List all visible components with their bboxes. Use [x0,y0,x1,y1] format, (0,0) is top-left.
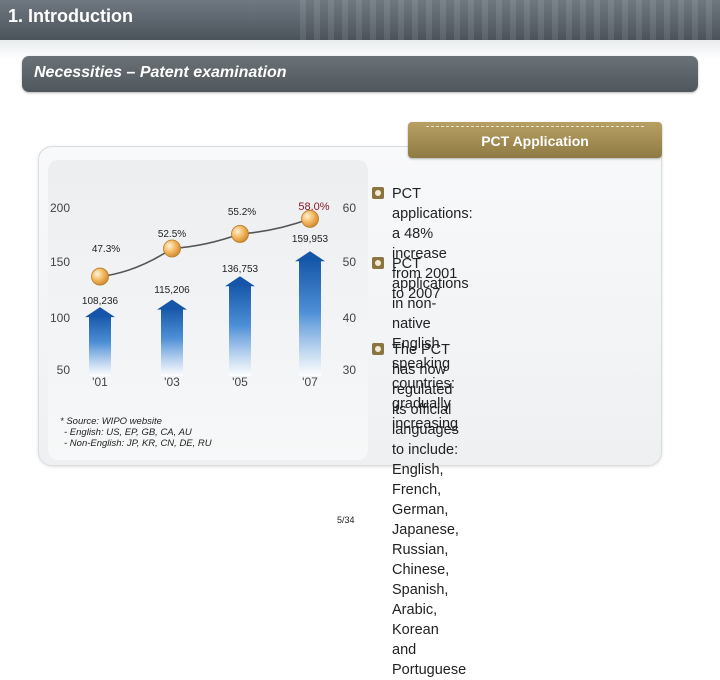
line-marker [301,209,319,228]
source-line: - English: US, EP, GB, CA, AU [64,427,192,438]
bar-value-label: 115,206 [154,285,190,296]
trend-line [99,218,311,278]
category-label: '07 [302,375,318,389]
left-axis-tick: 200 [50,201,70,215]
bullet-line: French, German, Japanese, Russian, [392,482,459,558]
line-value-label: 47.3% [92,244,120,255]
line-value-label: 55.2% [228,207,256,218]
bar-arrow-head [157,299,187,310]
bullet-line: languages to include: English, [392,422,459,478]
bullet-text: PCT applications: a 48% increase from 20… [392,184,473,304]
tab-dash-decoration [426,126,644,127]
source-line: * Source: WIPO website [60,416,162,427]
line-marker [91,267,109,286]
bullet-line: English speaking countries: [392,336,455,392]
pct-chart: 200 150 100 50 60 50 40 30 108,236 115,206 136,7… [50,201,357,389]
bullet-line: from 2001 to 2007 [392,266,458,302]
data-bar [229,284,251,376]
title-banner: Necessities – Patent examination [22,56,698,92]
line-marker [163,239,181,258]
header-decoration [300,0,720,40]
data-bar [299,259,321,376]
bullet-line: and Portuguese [392,642,467,678]
chart-source-note: * Source: WIPO website - English: US, EP… [60,416,212,449]
bullet-text: PCT applications in non-native English s… [392,254,469,434]
bullet-line: PCT applications: a 48% increase [392,186,473,262]
bullet-icon [372,257,384,269]
tab-label: PCT Application [481,133,589,149]
bar-arrow-head [85,307,115,318]
slide-title: Necessities – Patent examination [34,64,287,81]
bullet-line: The PCT has now regulated its official [392,342,453,418]
bullet-line: Chinese, Spanish, Arabic, Korean [392,562,450,638]
right-axis-tick: 60 [343,201,357,215]
bullet-text: The PCT has now regulated its official l… [392,340,466,680]
category-label: '03 [164,375,180,389]
header-subband [0,40,720,60]
right-axis-tick: 30 [343,363,357,377]
bar-arrow-head [295,251,325,262]
header-bar: 1. Introduction [0,0,720,40]
data-bar [161,307,183,376]
bullet-line: PCT applications in non-native [392,256,469,332]
left-axis-tick: 100 [50,311,70,325]
page-number: 5/34 [337,515,355,525]
left-axis-tick: 150 [50,255,70,269]
bar-value-label: 159,953 [292,234,329,245]
pct-application-tab: PCT Application [408,122,662,158]
bullet-line: gradually increasing [392,396,459,432]
category-label: '01 [92,375,108,389]
line-marker [231,225,249,243]
bar-value-label: 108,236 [82,296,119,307]
right-axis-tick: 50 [343,255,357,269]
line-value-label: 52.5% [158,229,186,240]
bullet-icon [372,343,384,355]
line-value-label: 58.0% [298,201,329,213]
right-axis-tick: 40 [343,311,357,325]
left-axis-tick: 50 [57,363,71,377]
category-label: '05 [232,375,248,389]
bar-value-label: 136,753 [222,264,259,275]
source-line: - Non-English: JP, KR, CN, DE, RU [64,438,212,449]
slide-section-title: 1. Introduction [8,6,133,26]
bullet-icon [372,187,384,199]
data-bar [89,315,111,376]
bar-arrow-head [225,276,255,287]
